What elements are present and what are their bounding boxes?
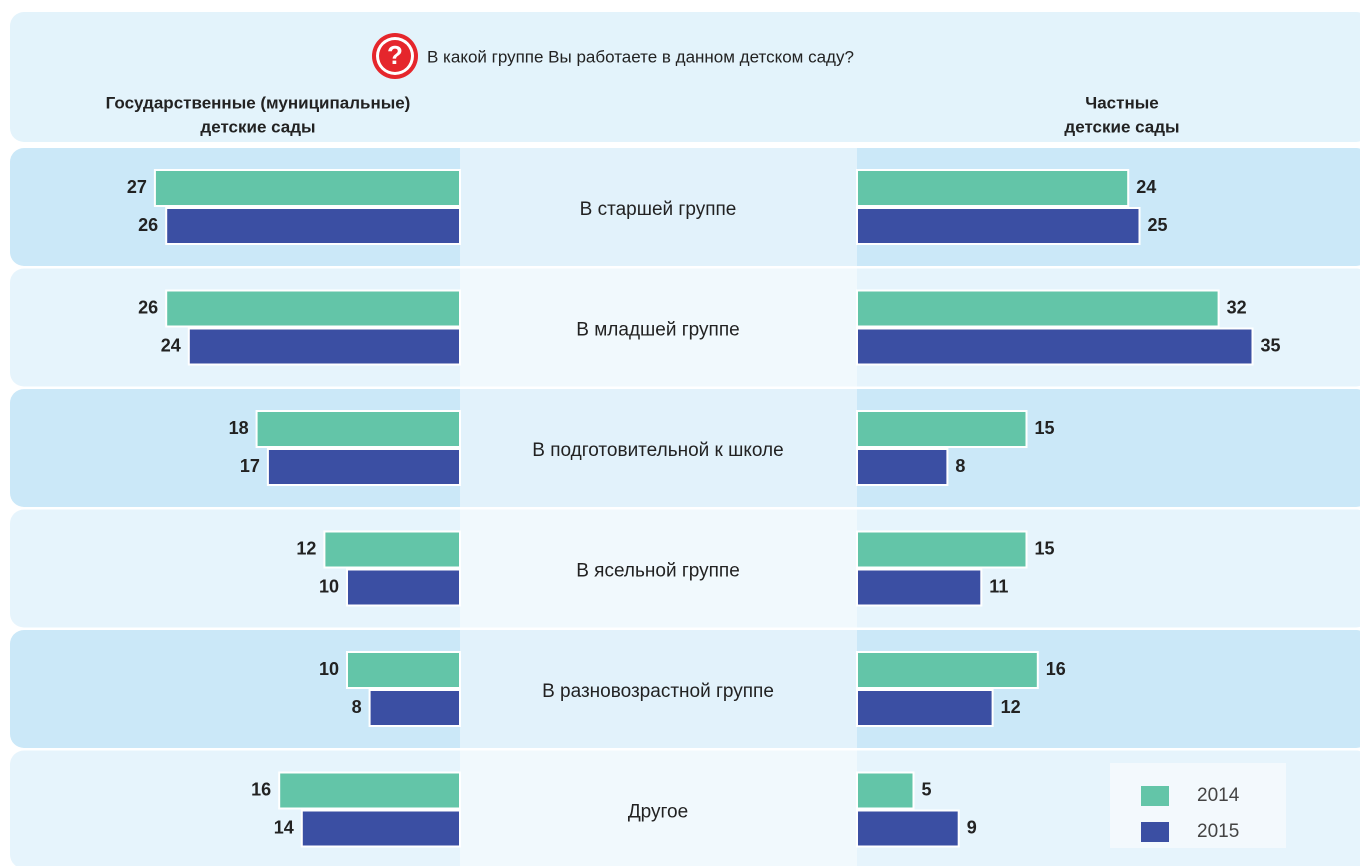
bar (346, 568, 461, 607)
value-label: 24 (1136, 177, 1156, 197)
header-panel (10, 12, 1360, 142)
value-label: 32 (1227, 297, 1247, 317)
bar (165, 289, 461, 328)
bar (856, 289, 1220, 328)
svg-text:?: ? (387, 40, 403, 70)
bar (255, 410, 461, 448)
bar (278, 771, 462, 810)
category-label: В младшей группе (576, 320, 739, 341)
value-label: 10 (319, 576, 339, 596)
row-center (460, 389, 857, 507)
bar (856, 169, 1130, 207)
question-icon: ? (372, 33, 418, 79)
bar (856, 771, 915, 810)
category-label: Другое (628, 802, 688, 823)
bar (856, 568, 983, 607)
bar (856, 327, 1254, 366)
value-label: 26 (138, 297, 158, 317)
bar (187, 327, 462, 366)
value-label: 8 (352, 697, 362, 717)
bar (323, 530, 461, 569)
category-label: В старшей группе (580, 199, 737, 220)
panel-title: детские сады (200, 117, 315, 136)
category-label: В разновозрастной группе (542, 681, 774, 702)
bar (856, 207, 1141, 245)
bar (856, 651, 1039, 689)
value-label: 17 (240, 456, 260, 476)
bar (856, 530, 1028, 569)
bar (346, 651, 461, 689)
row-center (460, 750, 857, 866)
bar (165, 207, 461, 245)
value-label: 18 (229, 418, 249, 438)
value-label: 8 (955, 456, 965, 476)
panel-title: Частные (1085, 93, 1158, 112)
bar (368, 689, 462, 727)
row-center (460, 268, 857, 387)
value-label: 15 (1035, 538, 1055, 558)
bar (153, 169, 461, 207)
legend-label: 2014 (1197, 785, 1240, 806)
row-center (460, 148, 857, 266)
value-label: 10 (319, 659, 339, 679)
value-label: 9 (967, 817, 977, 837)
value-label: 12 (296, 538, 316, 558)
value-label: 15 (1035, 418, 1055, 438)
value-label: 35 (1261, 335, 1281, 355)
value-label: 5 (922, 779, 932, 799)
legend-swatch (1141, 786, 1169, 806)
bar (300, 809, 461, 848)
panel-title: Государственные (муниципальные) (106, 93, 411, 112)
legend-box (1110, 763, 1286, 848)
panel-title: детские сады (1064, 117, 1179, 136)
bar (856, 809, 960, 848)
value-label: 11 (989, 576, 1008, 596)
bar (266, 448, 461, 486)
bar (856, 689, 994, 727)
category-label: В подготовительной к школе (532, 440, 783, 461)
value-label: 24 (161, 335, 181, 355)
bar (856, 410, 1028, 448)
row-center (460, 630, 857, 748)
row-center (460, 509, 857, 628)
value-label: 26 (138, 215, 158, 235)
value-label: 12 (1001, 697, 1021, 717)
legend-label: 2015 (1197, 821, 1239, 842)
value-label: 25 (1148, 215, 1168, 235)
legend-swatch (1141, 822, 1169, 842)
value-label: 14 (274, 817, 294, 837)
question: В какой группе Вы работаете в данном дет… (427, 47, 854, 66)
bar (856, 448, 949, 486)
value-label: 16 (251, 779, 271, 799)
category-label: В ясельной группе (576, 561, 740, 582)
value-label: 27 (127, 177, 147, 197)
value-label: 16 (1046, 659, 1066, 679)
